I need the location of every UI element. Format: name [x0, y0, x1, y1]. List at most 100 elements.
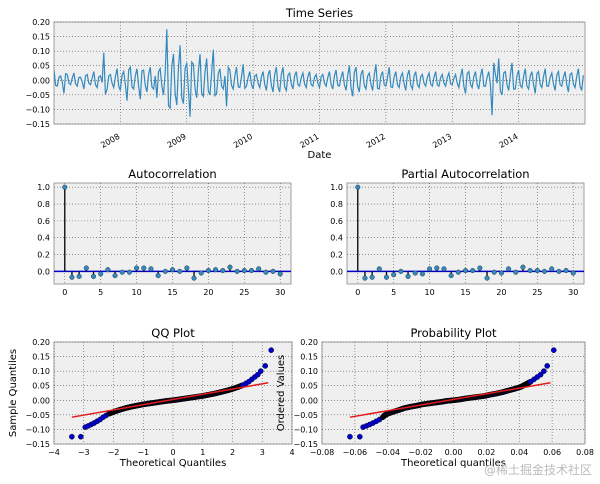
- x-tick-label: −4: [48, 448, 60, 457]
- x-tick-label: 5: [98, 288, 103, 297]
- stem-marker: [376, 266, 382, 272]
- stem-marker: [263, 269, 269, 275]
- x-tick-label: 2010: [232, 132, 254, 150]
- time-series-line: [54, 29, 584, 117]
- stem-marker: [491, 269, 497, 275]
- y-tick-label: −0.15: [293, 440, 318, 449]
- watermark: @稀土掘金技术社区: [484, 462, 592, 477]
- x-tick-label: 0.02: [477, 448, 495, 457]
- chart-title: Time Series: [285, 6, 353, 20]
- x-tick-label: 30: [568, 288, 578, 297]
- y-tick-label: 0.15: [32, 353, 50, 362]
- x-tick-label: −0.02: [408, 448, 433, 457]
- x-tick-label: 0.08: [576, 448, 594, 457]
- x-axis-label: Date: [308, 150, 332, 161]
- y-axis-label: Ordered Values: [276, 355, 287, 432]
- scatter-point: [544, 363, 550, 369]
- x-tick-label: −0.08: [310, 448, 335, 457]
- y-tick-label: −0.10: [25, 425, 50, 434]
- x-tick-label: 20: [496, 288, 506, 297]
- x-tick-label: 25: [239, 288, 249, 297]
- x-tick-label: 3: [260, 448, 265, 457]
- y-tick-label: 0.6: [330, 217, 343, 226]
- x-tick-label: 15: [460, 288, 470, 297]
- stem-marker: [141, 265, 147, 271]
- stem-marker: [184, 265, 190, 271]
- stem-marker: [462, 267, 469, 274]
- stem-marker: [448, 273, 454, 279]
- stem-marker: [513, 269, 519, 275]
- y-tick-label: 0.20: [32, 338, 50, 347]
- y-tick-label: 0.8: [37, 200, 50, 209]
- x-tick-label: 4: [289, 448, 294, 457]
- y-tick-label: 0.05: [32, 382, 50, 391]
- series-group: [54, 29, 584, 117]
- scatter-point: [69, 433, 75, 440]
- stem-marker: [241, 267, 247, 274]
- stem-marker: [570, 270, 576, 276]
- y-tick-label: 0.20: [32, 18, 50, 27]
- x-tick-label: −2: [108, 448, 120, 457]
- stem-marker: [498, 270, 504, 276]
- stem-marker: [398, 268, 404, 274]
- stem-marker: [112, 273, 118, 279]
- stem-marker: [234, 268, 240, 274]
- x-tick-label: 0.00: [445, 448, 463, 457]
- stem-marker: [391, 272, 397, 278]
- x-tick-label: 2008: [99, 132, 121, 150]
- stem-marker: [541, 268, 548, 274]
- stem-marker: [549, 266, 555, 272]
- x-tick-label: 25: [532, 288, 542, 297]
- pp-chart: −0.08 −0.06 −0.04 −0.02 0.00 0.02 0.04 0.06 0.08…: [276, 326, 594, 469]
- series-group: [347, 184, 584, 281]
- y-tick-label: 0.4: [37, 234, 50, 243]
- stem-marker: [134, 265, 140, 271]
- x-tick-label: 1: [200, 448, 205, 457]
- y-tick-label: 0.05: [32, 62, 50, 71]
- scatter-point: [357, 433, 363, 440]
- chart-title: Partial Autocorrelation: [401, 167, 529, 181]
- y-tick-label: 0.2: [330, 251, 343, 260]
- stem-marker: [220, 267, 226, 274]
- y-tick-label: −0.10: [293, 425, 318, 434]
- pacf-chart: 0 5 10 15 20 25 30 1.0 0.8 0.6 0.4 0.2 0.0 Partial Au…: [330, 167, 585, 297]
- chart-title: QQ Plot: [151, 326, 195, 340]
- stem-marker: [76, 273, 82, 279]
- stem-marker: [105, 267, 111, 273]
- stem-marker: [563, 267, 569, 274]
- series-group: [69, 347, 274, 440]
- x-tick-label: 2009: [166, 132, 188, 150]
- stem-marker: [227, 264, 233, 270]
- ts-chart: 2008 2009 2010 2011 2012 2013 2014 0.20 0.15 0.10…: [25, 6, 586, 161]
- stem-marker: [441, 266, 447, 272]
- y-tick-label: 0.20: [300, 338, 318, 347]
- y-tick-label: 0.4: [330, 234, 343, 243]
- x-tick-label: 2013: [431, 132, 453, 150]
- x-tick-label: −1: [137, 448, 149, 457]
- x-tick-label: 0.04: [510, 448, 528, 457]
- stem-marker: [477, 265, 483, 271]
- x-tick-label: −3: [78, 448, 90, 457]
- stem-marker: [556, 268, 562, 274]
- scatter-point: [537, 371, 544, 378]
- y-axis-label: Sample Quantiles: [8, 349, 19, 437]
- y-tick-label: 0.00: [32, 396, 50, 405]
- stem-marker: [355, 184, 361, 190]
- y-tick-label: 0.00: [32, 76, 50, 85]
- stem-marker: [277, 271, 283, 277]
- scatter-point: [257, 368, 264, 374]
- x-tick-label: 2: [230, 448, 235, 457]
- scatter-point: [347, 433, 353, 440]
- stem-marker: [155, 273, 161, 279]
- x-tick-label: 20: [203, 288, 213, 297]
- y-tick-label: −0.15: [25, 440, 50, 449]
- x-tick-label: 2012: [365, 132, 387, 150]
- fit-line: [71, 382, 269, 418]
- x-tick-label: 10: [424, 288, 434, 297]
- x-tick-label: −0.04: [375, 448, 400, 457]
- y-tick-label: 0.0: [37, 267, 50, 276]
- scatter-point: [541, 368, 547, 374]
- scatter-point: [550, 347, 557, 353]
- acf-chart: 0 5 10 15 20 25 30 1.0 0.8 0.6 0.4 0.2 0.0 Autocorrel…: [37, 167, 292, 297]
